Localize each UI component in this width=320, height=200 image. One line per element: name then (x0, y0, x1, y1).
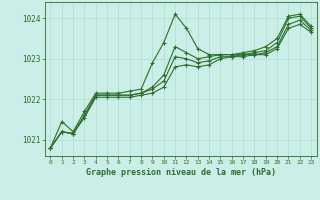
X-axis label: Graphe pression niveau de la mer (hPa): Graphe pression niveau de la mer (hPa) (86, 168, 276, 177)
